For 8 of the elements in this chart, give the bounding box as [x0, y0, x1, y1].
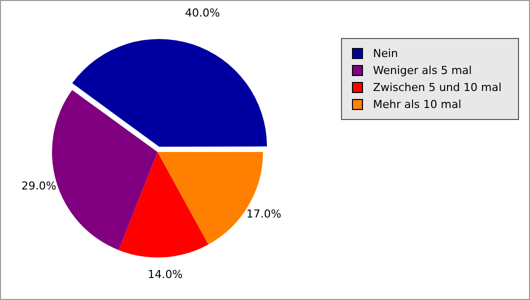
- data-label: 40.0%: [184, 6, 220, 20]
- legend-label: Mehr als 10 mal: [373, 98, 462, 111]
- legend-label: Nein: [373, 47, 398, 60]
- data-label: 17.0%: [246, 208, 282, 221]
- legend-label: Weniger als 5 mal: [373, 64, 472, 77]
- data-label: 14.0%: [148, 268, 183, 282]
- data-label: 29.0%: [21, 179, 56, 192]
- legend-label: Zwischen 5 und 10 mal: [373, 81, 502, 94]
